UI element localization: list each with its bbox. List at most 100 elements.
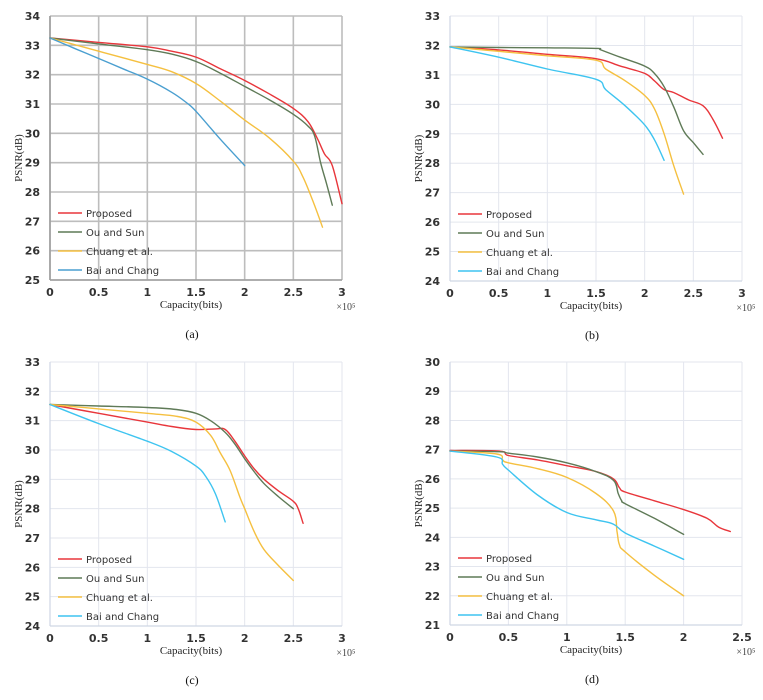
series-line-ou-and-sun bbox=[449, 450, 685, 536]
y-tick-label: 29 bbox=[425, 128, 440, 141]
y-tick-label: 27 bbox=[425, 444, 440, 457]
series-line-chuang-et-al bbox=[449, 46, 685, 195]
legend-label: Chuang et al. bbox=[486, 592, 553, 603]
legend: Proposed Ou and Sun Chuang et al. Bai and C… bbox=[458, 210, 559, 278]
y-tick-label: 32 bbox=[25, 69, 40, 82]
x-tick-label: 0.5 bbox=[89, 286, 109, 299]
panel-caption: (c) bbox=[185, 673, 198, 687]
y-tick-label: 26 bbox=[25, 245, 41, 258]
y-tick-label: 30 bbox=[425, 356, 441, 369]
x-tick-label: 2.5 bbox=[284, 632, 304, 645]
x-tick-label: 1.5 bbox=[186, 632, 206, 645]
x-tick-label: 0.5 bbox=[489, 287, 509, 300]
x-tick-label: 3 bbox=[338, 632, 346, 645]
y-tick-label: 30 bbox=[25, 127, 41, 140]
legend-label: Ou and Sun bbox=[486, 573, 544, 584]
series-line-bai-and-chang bbox=[449, 46, 665, 161]
x-axis-label: Capacity(bits) bbox=[560, 644, 623, 656]
series-line-chuang-et-al bbox=[49, 403, 294, 582]
x-tick-label: 1 bbox=[563, 631, 571, 644]
y-axis-label: PSNR(dB) bbox=[413, 134, 425, 182]
legend-label: Bai and Chang bbox=[486, 611, 559, 622]
x-tick-label: 0.5 bbox=[89, 632, 109, 645]
grid bbox=[49, 15, 343, 281]
grid bbox=[49, 361, 343, 627]
y-tick-label: 25 bbox=[425, 246, 440, 259]
y-tick-label: 31 bbox=[25, 98, 40, 111]
y-tick-label: 32 bbox=[425, 39, 440, 52]
y-tick-label: 34 bbox=[25, 10, 41, 23]
y-tick-label: 33 bbox=[425, 10, 440, 23]
series-line-ou-and-sun bbox=[449, 46, 704, 156]
legend: Proposed Ou and Sun Chuang et al. Bai and C… bbox=[58, 209, 159, 277]
x-tick-label: 2 bbox=[641, 287, 649, 300]
y-tick-label: 25 bbox=[425, 502, 440, 515]
y-tick-label: 28 bbox=[425, 414, 440, 427]
x-tick-label: 1 bbox=[544, 287, 552, 300]
x-tick-label: 1.5 bbox=[615, 631, 635, 644]
chart-panel-d: 21 22 23 24 25 26 27 28 29 30 0 0.5 1 1.5 2 2.5 Capacity… bbox=[413, 356, 756, 686]
legend: Proposed Ou and Sun Chuang et al. Bai and C… bbox=[458, 554, 559, 622]
y-tick-label: 28 bbox=[25, 186, 40, 199]
x-tick-label: 2.5 bbox=[684, 287, 704, 300]
legend-label: Ou and Sun bbox=[86, 574, 144, 585]
x-tick-label: 0 bbox=[446, 287, 454, 300]
legend-label: Proposed bbox=[86, 555, 132, 566]
x-tick-label: 1.5 bbox=[186, 286, 206, 299]
panel-caption: (b) bbox=[585, 328, 599, 342]
y-tick-label: 32 bbox=[25, 385, 40, 398]
x-tick-label: 0 bbox=[446, 631, 454, 644]
x-tick-label: 1 bbox=[144, 632, 152, 645]
chart-panel-c: 24 25 26 27 28 29 30 31 32 33 0 0.5 1 1.5 2 2.5 3 Capacit… bbox=[13, 356, 356, 687]
y-tick-label: 24 bbox=[25, 620, 41, 633]
y-tick-label: 28 bbox=[25, 503, 40, 516]
series-line-proposed bbox=[49, 37, 343, 205]
x-tick-label: 2.5 bbox=[284, 286, 304, 299]
legend-label: Bai and Chang bbox=[86, 266, 159, 277]
legend-label: Proposed bbox=[486, 210, 532, 221]
y-tick-label: 29 bbox=[25, 473, 40, 486]
y-tick-label: 31 bbox=[425, 69, 440, 82]
series-line-proposed bbox=[449, 46, 724, 139]
y-tick-label: 28 bbox=[425, 157, 440, 170]
x-tick-label: 0 bbox=[46, 632, 54, 645]
series-line-proposed bbox=[49, 403, 304, 524]
x-tick-label: 2 bbox=[241, 286, 249, 299]
y-tick-label: 22 bbox=[425, 590, 440, 603]
x-tick-label: 1 bbox=[144, 286, 152, 299]
series-line-bai-and-chang bbox=[449, 450, 685, 560]
x-tick-label: 0 bbox=[46, 286, 54, 299]
series-line-proposed bbox=[449, 449, 731, 533]
y-axis-label: PSNR(dB) bbox=[13, 134, 25, 182]
y-tick-label: 29 bbox=[25, 157, 40, 170]
y-tick-label: 33 bbox=[25, 356, 40, 369]
y-tick-label: 21 bbox=[425, 619, 440, 632]
y-tick-label: 27 bbox=[425, 187, 440, 200]
y-tick-label: 30 bbox=[425, 98, 441, 111]
chart-panel-b: 24 25 26 27 28 29 30 31 32 33 0 0.5 1 1.5 2 2.5 3 Capacit… bbox=[413, 10, 756, 342]
x-tick-label: 1.5 bbox=[586, 287, 606, 300]
y-tick-label: 27 bbox=[25, 215, 40, 228]
legend-label: Ou and Sun bbox=[86, 228, 144, 239]
y-tick-label: 23 bbox=[425, 561, 440, 574]
x-tick-label: 0.5 bbox=[499, 631, 519, 644]
x-axis-label: Capacity(bits) bbox=[160, 299, 223, 311]
grid bbox=[449, 361, 743, 626]
chart-panel-a: 25 26 27 28 29 30 31 32 33 34 0 0.5 1 1.5 2 2.5 3 Capacit… bbox=[13, 10, 356, 341]
y-tick-label: 30 bbox=[25, 444, 41, 457]
y-tick-label: 31 bbox=[25, 415, 40, 428]
y-tick-label: 24 bbox=[425, 275, 441, 288]
x-axis-multiplier: ×10⁵ bbox=[736, 303, 755, 314]
x-axis-multiplier: ×10⁵ bbox=[336, 648, 355, 659]
series-line-ou-and-sun bbox=[49, 403, 294, 510]
series-line-chuang-et-al bbox=[49, 37, 324, 228]
x-axis-multiplier: ×10⁵ bbox=[336, 302, 355, 313]
x-tick-label: 2 bbox=[241, 632, 249, 645]
x-tick-label: 3 bbox=[338, 286, 346, 299]
x-axis-label: Capacity(bits) bbox=[560, 300, 623, 312]
legend-label: Chuang et al. bbox=[86, 247, 153, 258]
y-tick-label: 26 bbox=[425, 216, 441, 229]
y-tick-label: 29 bbox=[425, 385, 440, 398]
x-tick-label: 2 bbox=[680, 631, 688, 644]
